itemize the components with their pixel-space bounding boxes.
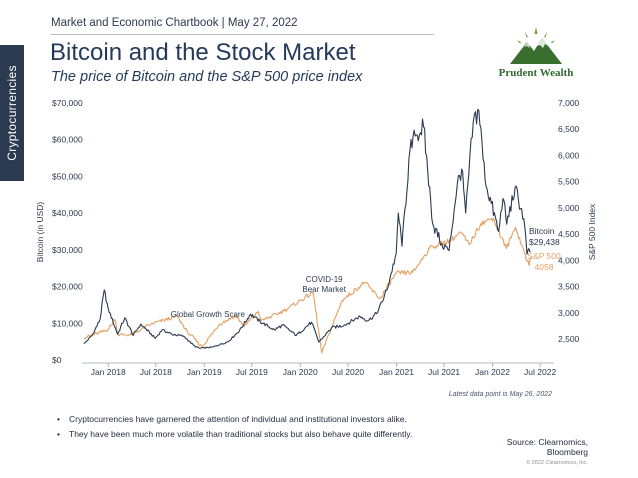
x-tick-label: Jul 2019	[236, 367, 268, 377]
mountain-logo-icon	[510, 27, 562, 64]
x-tick-label: Jan 2022	[475, 367, 510, 377]
logo-wordmark: Prudent Wealth	[498, 67, 574, 79]
y-tick-label-left: $50,000	[52, 171, 83, 181]
y-tick-label-right: 4,000	[558, 255, 580, 265]
x-tick-label: Jan 2021	[379, 367, 414, 377]
bullet-item: They have been much more volatile than t…	[55, 429, 412, 439]
y-tick-label-left: $10,000	[52, 318, 83, 328]
section-tab: Cryptocurrencies	[0, 45, 24, 181]
growth-scare-annotation-text: Global Growth Scare	[171, 310, 246, 319]
y-tick-label-right: 2,500	[558, 334, 580, 344]
bitcoin-end-label: $29,438	[529, 237, 560, 247]
x-tick-label: Jan 2018	[91, 367, 126, 377]
x-tick-label: Jul 2022	[524, 367, 556, 377]
sp500-end-label: 4058	[535, 262, 554, 272]
y-axis-label-right: S&P 500 Index	[587, 203, 597, 260]
latest-data-note: Latest data point is May 26, 2022	[448, 391, 552, 398]
covid-annotation-text: Bear Market	[302, 285, 346, 294]
y-tick-label-left: $0	[52, 355, 62, 365]
chartbook-kicker: Market and Economic Chartbook | May 27, …	[51, 17, 298, 29]
header-divider	[51, 34, 434, 35]
copyright: © 2022 Clearnomics, Inc.	[526, 460, 588, 466]
bullet-list: Cryptocurrencies have garnered the atten…	[55, 414, 412, 444]
bullet-item: Cryptocurrencies have garnered the atten…	[55, 414, 412, 424]
x-tick-label: Jul 2020	[332, 367, 364, 377]
x-tick-label: Jul 2021	[428, 367, 460, 377]
page-title: Bitcoin and the Stock Market	[50, 39, 356, 66]
y-tick-label-right: 5,500	[558, 177, 580, 187]
x-axis: Jan 2018 Jul 2018 Jan 2019 Jul 2019 Jan 2020…	[82, 362, 556, 377]
y-tick-label-left: $70,000	[52, 98, 83, 108]
y-tick-label-right: 6,000	[558, 150, 580, 160]
x-tick-label: Jul 2018	[140, 367, 172, 377]
bitcoin-end-label: Bitcoin	[529, 226, 555, 236]
prudent-wealth-logo: Prudent Wealth	[496, 26, 576, 81]
y-tick-label-right: 3,000	[558, 308, 580, 318]
y-tick-label-left: $20,000	[52, 282, 83, 292]
bitcoin-series-line	[83, 108, 531, 349]
left-axis: $0 $10,000 $20,000 $30,000 $40,000 $50,000 $60…	[52, 98, 83, 365]
y-tick-label-right: 3,500	[558, 282, 580, 292]
y-tick-label-right: 5,000	[558, 203, 580, 213]
source-note: Source: Clearnomics, Bloomberg	[507, 437, 588, 457]
x-tick-label: Jan 2020	[283, 367, 318, 377]
sp500-series-line	[83, 217, 532, 354]
source-line: Source: Clearnomics,	[506, 437, 588, 447]
y-tick-label-left: $60,000	[52, 135, 83, 145]
y-tick-label-right: 4,500	[558, 229, 580, 239]
sp500-end-label: S&P 500	[527, 251, 561, 261]
series-layer	[83, 108, 532, 354]
right-axis: 2,500 3,000 3,500 4,000 4,500 5,000 5,500 6,000…	[558, 98, 580, 344]
x-tick-label: Jan 2019	[187, 367, 222, 377]
y-axis-label-left: Bitcoin (in USD)	[35, 202, 45, 263]
y-tick-label-left: $30,000	[52, 245, 83, 255]
page-subtitle: The price of Bitcoin and the S&P 500 pri…	[51, 69, 363, 85]
source-line: Bloomberg	[546, 447, 588, 457]
y-tick-label-right: 6,500	[558, 124, 580, 134]
y-tick-label-right: 7,000	[558, 98, 580, 108]
covid-annotation-text: COVID-19	[306, 275, 343, 284]
y-tick-label-left: $40,000	[52, 208, 83, 218]
